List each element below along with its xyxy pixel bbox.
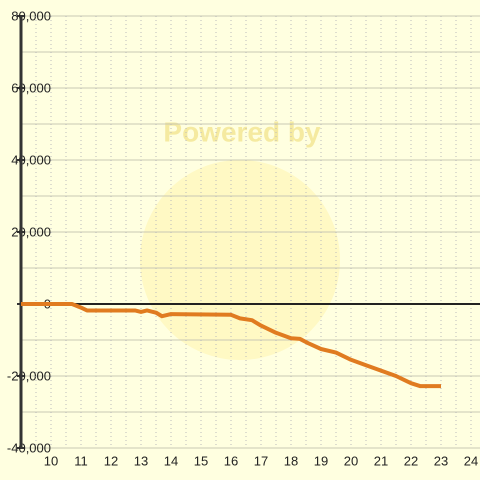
x-tick-label: 11 bbox=[74, 453, 88, 468]
x-tick-label: 12 bbox=[104, 453, 118, 468]
x-tick-label: 13 bbox=[134, 453, 148, 468]
x-tick-label: 21 bbox=[374, 453, 388, 468]
y-tick-label: 20,000 bbox=[11, 224, 51, 239]
y-tick-label: -20,000 bbox=[7, 368, 51, 383]
y-tick-label: 40,000 bbox=[11, 152, 51, 167]
y-tick-label: 60,000 bbox=[11, 80, 51, 95]
y-tick-label: 80,000 bbox=[11, 8, 51, 23]
x-tick-label: 19 bbox=[314, 453, 328, 468]
x-tick-label: 22 bbox=[404, 453, 418, 468]
watermark: Powered by bbox=[163, 116, 321, 147]
x-tick-label: 17 bbox=[254, 453, 268, 468]
y-tick-label: -40,000 bbox=[7, 440, 51, 455]
x-tick-label: 10 bbox=[44, 453, 58, 468]
x-tick-label: 23 bbox=[434, 453, 448, 468]
x-tick-label: 20 bbox=[344, 453, 358, 468]
x-tick-label: 15 bbox=[194, 453, 208, 468]
watermark-logo bbox=[140, 160, 340, 360]
x-tick-label: 16 bbox=[224, 453, 238, 468]
x-tick-label: 24 bbox=[464, 453, 478, 468]
line bbox=[21, 302, 441, 389]
x-tick-label: 18 bbox=[284, 453, 298, 468]
x-tick-label: 14 bbox=[164, 453, 178, 468]
